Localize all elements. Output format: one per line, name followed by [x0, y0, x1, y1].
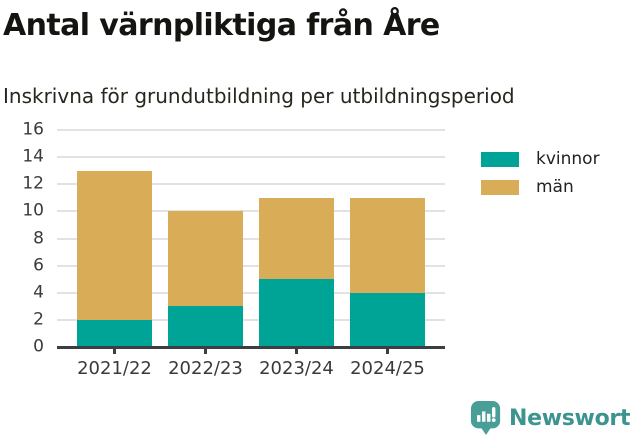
chart-subtitle: Inskrivna för grundutbildning per utbild… [3, 84, 515, 108]
x-tick-label: 2023/24 [259, 358, 334, 379]
bar-group-2023-24 [259, 197, 334, 347]
legend-swatch [481, 180, 519, 195]
x-tick [113, 347, 116, 354]
x-tick [295, 347, 298, 354]
gridline [57, 264, 445, 267]
y-tick-label: 8 [33, 228, 44, 248]
x-tick [204, 347, 207, 354]
legend-swatch [481, 152, 519, 167]
bar-segment-kvinnor [77, 319, 152, 347]
bar-segment-kvinnor [350, 292, 425, 347]
bar-segment-män [77, 170, 152, 320]
y-tick-label: 12 [22, 173, 44, 194]
gridline [57, 318, 445, 321]
plot-area [57, 129, 445, 354]
x-axis-line [57, 345, 445, 349]
brand-name: Newsworthy [509, 405, 631, 431]
legend-item-kvinnor: kvinnor [481, 151, 600, 168]
y-tick-label: 4 [33, 282, 44, 303]
x-tick-label: 2021/22 [77, 358, 152, 379]
bar-group-2024-25 [350, 197, 425, 347]
legend-label: kvinnor [536, 149, 600, 169]
bar-segment-män [350, 197, 425, 293]
gridline [57, 237, 445, 240]
bar-group-2022-23 [168, 211, 243, 347]
y-tick-label: 14 [22, 146, 44, 167]
legend-item-män: män [481, 179, 600, 196]
bar-segment-män [259, 197, 334, 280]
bar-segment-män [168, 211, 243, 307]
gridline [57, 183, 445, 186]
x-tick [386, 347, 389, 354]
x-axis-labels: 2021/22 2022/23 2023/24 2024/25 [57, 358, 445, 382]
y-tick-label: 2 [33, 309, 44, 330]
bar-segment-kvinnor [259, 279, 334, 347]
y-axis: 0 2 4 6 8 10 12 14 16 [0, 121, 44, 355]
gridline [57, 156, 445, 159]
y-tick-label: 16 [22, 119, 44, 140]
y-tick-label: 0 [33, 336, 44, 357]
gridline [57, 210, 445, 213]
chart-title: Antal värnpliktiga från Åre [3, 8, 440, 43]
legend: kvinnor män [481, 151, 600, 196]
legend-label: män [536, 177, 574, 197]
bar-group-2021-22 [77, 170, 152, 347]
newsworthy-logo-icon [470, 401, 501, 435]
bar-segment-kvinnor [168, 306, 243, 347]
x-tick-label: 2022/23 [168, 358, 243, 379]
y-tick-label: 6 [33, 255, 44, 276]
gridline [57, 291, 445, 294]
x-tick-label: 2024/25 [350, 358, 425, 379]
gridline [57, 129, 445, 131]
brand-footer: Newsworthy [470, 400, 631, 436]
y-tick-label: 10 [22, 200, 44, 221]
